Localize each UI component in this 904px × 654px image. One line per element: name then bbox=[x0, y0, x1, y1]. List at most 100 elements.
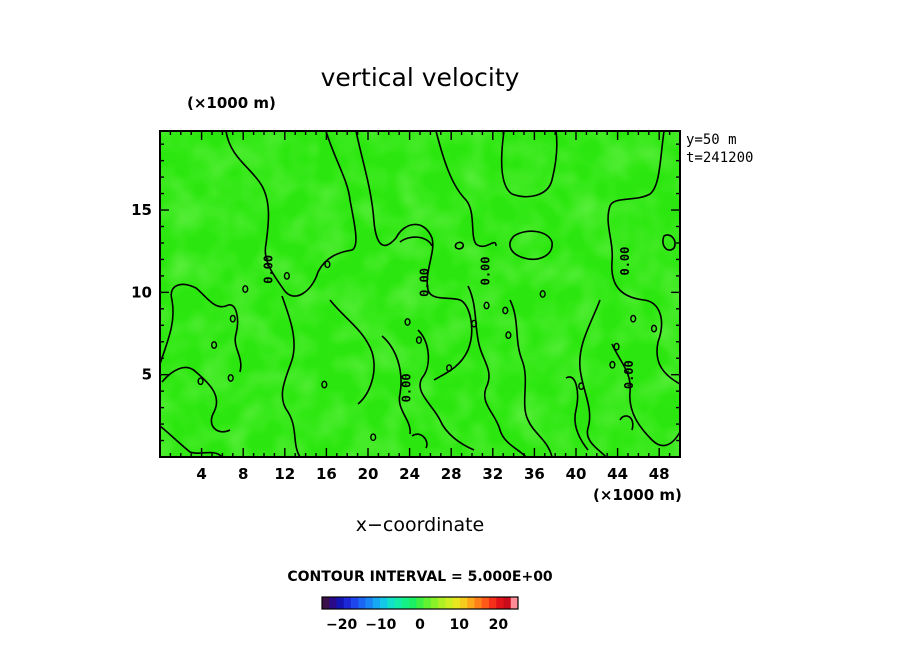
contour-line bbox=[509, 299, 553, 458]
contour-line bbox=[399, 236, 433, 247]
colorbar-swatch bbox=[459, 597, 468, 609]
contour-zero-label: 0.00 bbox=[261, 255, 275, 284]
y-tick-label: 15 bbox=[131, 201, 152, 219]
contour-line bbox=[467, 285, 527, 458]
colorbar-swatch bbox=[380, 597, 388, 609]
colorbar-swatch bbox=[510, 597, 519, 609]
info-y-position: y=50 m bbox=[686, 132, 737, 148]
contour-line bbox=[500, 130, 558, 198]
colorbar-swatch bbox=[445, 597, 453, 609]
contour-ring bbox=[404, 318, 411, 326]
colorbar-swatch bbox=[496, 597, 504, 609]
colorbar-swatch bbox=[409, 597, 417, 609]
contour-line bbox=[607, 130, 681, 385]
colorbar-tick-label: 20 bbox=[489, 617, 509, 633]
colorbar-swatch bbox=[401, 597, 410, 609]
contour-ring bbox=[242, 285, 249, 293]
contour-ring bbox=[324, 260, 331, 269]
colorbar-tick-label: 10 bbox=[449, 617, 469, 633]
colorbar-swatch bbox=[394, 597, 403, 609]
y-tick-label: 5 bbox=[142, 366, 152, 384]
contour-line bbox=[225, 130, 357, 297]
colorbar-swatch bbox=[488, 597, 497, 609]
contour-line bbox=[411, 433, 428, 449]
colorbar-swatch bbox=[351, 597, 359, 609]
contour-zero-label: 0.00 bbox=[417, 268, 431, 297]
contour-line bbox=[611, 343, 681, 447]
contour-line bbox=[159, 283, 242, 373]
contour-line bbox=[329, 299, 375, 405]
x-tick-label: 48 bbox=[649, 465, 670, 483]
x-tick-label: 12 bbox=[274, 465, 295, 483]
colorbar-swatch bbox=[387, 597, 395, 609]
contour-ring bbox=[321, 380, 328, 389]
x-tick-label: 44 bbox=[607, 465, 628, 483]
x-tick-label: 24 bbox=[399, 465, 420, 483]
contour-line bbox=[281, 295, 301, 458]
velocity-field-texture bbox=[160, 131, 680, 457]
x-tick-label: 32 bbox=[482, 465, 503, 483]
contour-labels: 0.00 0.00 0.00 0.00 0.00 0.00 bbox=[261, 247, 636, 403]
colorbar-tick-label: −10 bbox=[365, 617, 396, 633]
colorbar-swatch bbox=[438, 597, 446, 609]
colorbar-swatch bbox=[452, 597, 461, 609]
colorbar-swatch bbox=[503, 597, 512, 609]
colorbar-swatch bbox=[358, 597, 366, 609]
contour-zero-label: 0.00 bbox=[400, 373, 414, 402]
contour-line bbox=[565, 376, 589, 451]
contour-ring bbox=[578, 382, 585, 391]
contour-line bbox=[579, 299, 607, 458]
contour-ring bbox=[370, 433, 377, 442]
contour-ring bbox=[470, 319, 478, 328]
contour-line bbox=[619, 415, 634, 431]
colorbar-labels: −20 −10 0 10 20 bbox=[326, 617, 508, 633]
x-tick-label: 36 bbox=[524, 465, 545, 483]
contour-line bbox=[509, 230, 553, 260]
contour-line bbox=[454, 241, 465, 250]
contour-ring bbox=[446, 364, 453, 372]
contour-ring bbox=[502, 306, 509, 315]
x-tick-label: 28 bbox=[441, 465, 462, 483]
x-tick-label: 20 bbox=[358, 465, 379, 483]
zero-contours bbox=[159, 130, 681, 458]
contour-line bbox=[159, 425, 223, 458]
colorbar bbox=[322, 597, 519, 609]
x-axis-label: x−coordinate bbox=[356, 514, 485, 536]
contour-interval-text: CONTOUR INTERVAL = 5.000E+00 bbox=[287, 569, 553, 585]
x-axis-unit: (×1000 m) bbox=[593, 486, 682, 504]
contour-line bbox=[161, 366, 231, 433]
contour-line bbox=[662, 234, 676, 251]
y-axis-unit: (×1000 m) bbox=[187, 94, 276, 112]
colorbar-swatch bbox=[423, 597, 432, 609]
contour-ring bbox=[630, 314, 637, 323]
contour-ring bbox=[609, 360, 616, 369]
colorbar-swatch bbox=[329, 597, 337, 609]
contour-line bbox=[417, 329, 475, 451]
colorbar-swatch bbox=[372, 597, 381, 609]
contour-ring bbox=[483, 301, 490, 310]
x-tick-label: 8 bbox=[238, 465, 248, 483]
colorbar-swatch bbox=[343, 597, 352, 609]
contour-ring bbox=[197, 377, 204, 386]
colorbar-swatch bbox=[430, 597, 439, 609]
contour-ring bbox=[210, 341, 218, 349]
contour-ring bbox=[283, 271, 290, 280]
x-tick-label: 4 bbox=[196, 465, 206, 483]
y-tick-label: 10 bbox=[131, 283, 152, 301]
colorbar-swatch bbox=[336, 597, 345, 609]
contour-ring bbox=[227, 374, 234, 382]
contour-ring bbox=[613, 342, 620, 351]
contour-ring bbox=[505, 331, 512, 340]
small-contours bbox=[197, 260, 658, 442]
axis-ticks bbox=[160, 131, 680, 457]
contour-zero-label: 0.00 bbox=[479, 256, 493, 285]
colorbar-frame bbox=[321, 596, 519, 610]
info-time: t=241200 bbox=[686, 150, 753, 166]
contour-ring bbox=[229, 314, 236, 323]
contour-line bbox=[381, 335, 411, 435]
x-tick-label: 16 bbox=[316, 465, 337, 483]
colorbar-swatch bbox=[474, 597, 483, 609]
colorbar-swatch bbox=[467, 597, 475, 609]
